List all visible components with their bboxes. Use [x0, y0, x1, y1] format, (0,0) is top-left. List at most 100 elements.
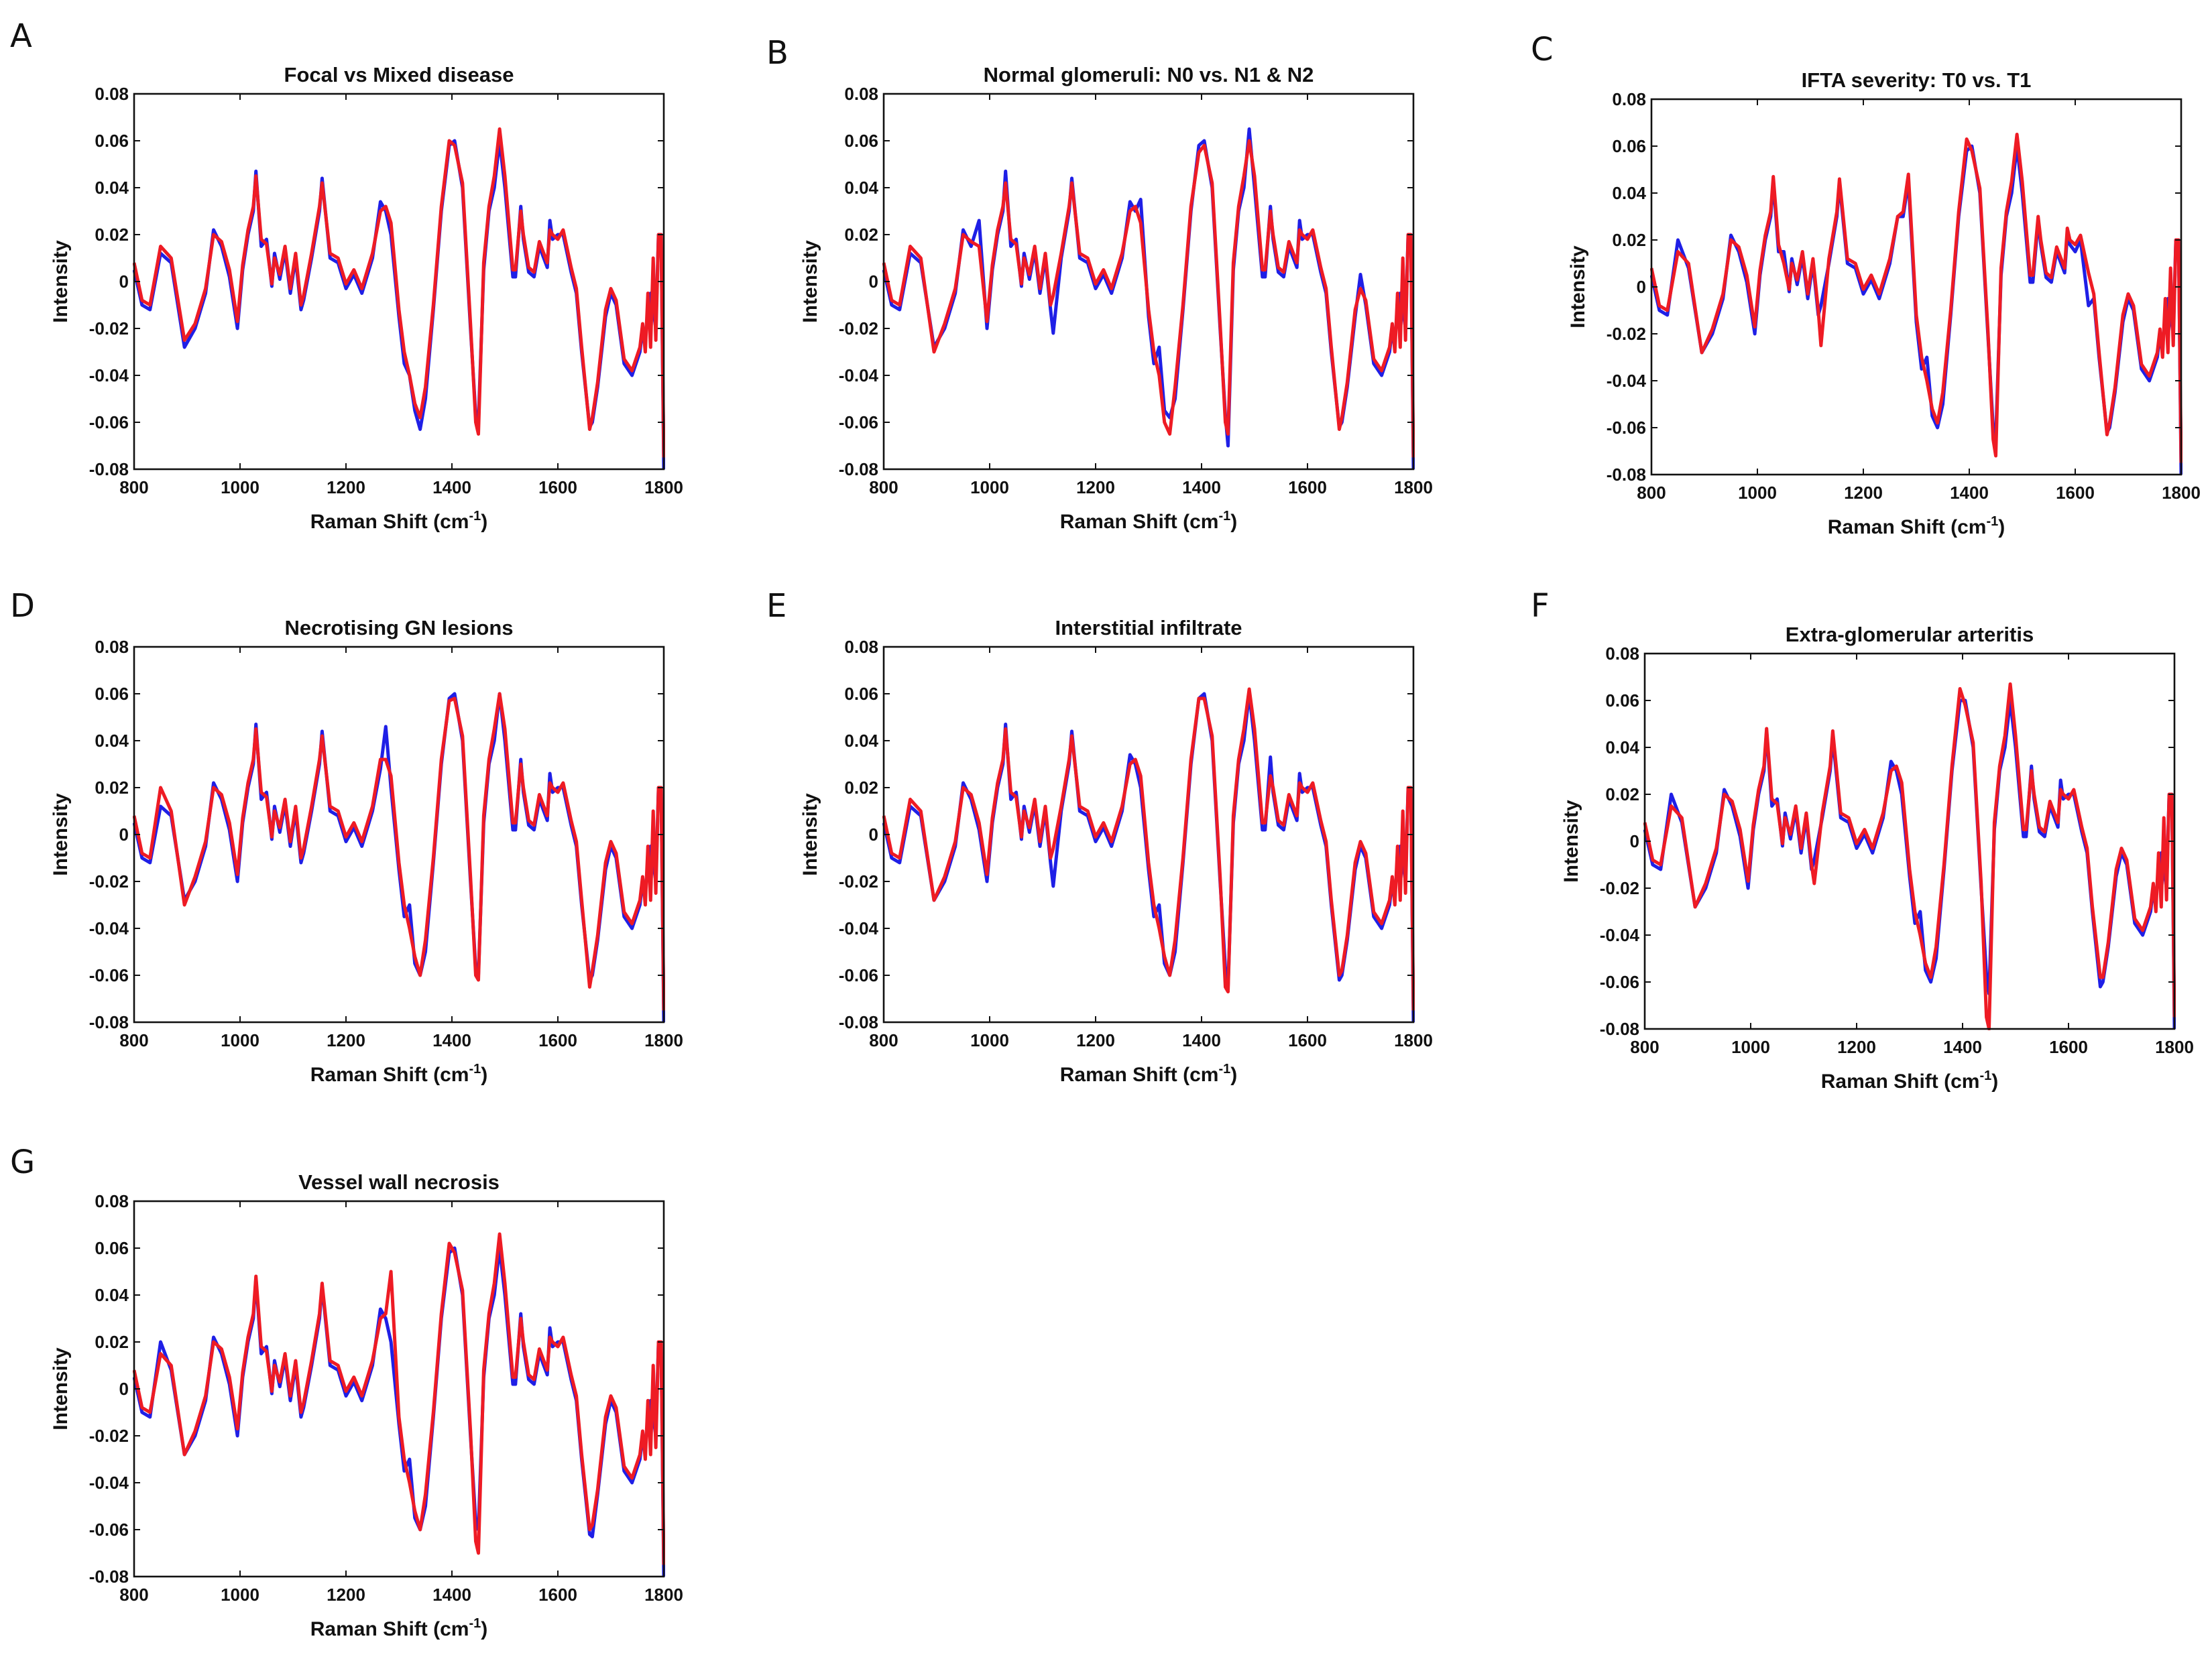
x-tick-label: 1000 — [221, 1030, 259, 1050]
x-axis-label-end: ) — [1998, 516, 2005, 538]
y-tick-label: -0.02 — [839, 318, 878, 339]
x-axis-label-end: ) — [1230, 1064, 1237, 1086]
chart-title: Focal vs Mixed disease — [284, 63, 514, 86]
x-axis-label-end: ) — [1991, 1070, 1998, 1093]
chart-panel-b: B Normal glomeruli: N0 vs. N1 & N2 800 1000… — [766, 34, 1433, 533]
y-tick-label: -0.04 — [89, 365, 129, 385]
x-axis-label-sup: -1 — [1979, 1068, 1991, 1083]
y-tick-label: 0.04 — [95, 731, 129, 751]
y-tick-label: 0 — [119, 1379, 129, 1399]
y-tick-label: -0.06 — [839, 412, 878, 432]
x-axis-label: Raman Shift (cm-1) — [1060, 1062, 1238, 1086]
x-axis-label-sup: -1 — [1986, 514, 1998, 529]
x-axis-label-sup: -1 — [1218, 1062, 1230, 1077]
x-tick-label: 800 — [1630, 1037, 1659, 1057]
y-tick-label: -0.08 — [89, 1567, 129, 1587]
x-axis-label-sup: -1 — [1218, 509, 1230, 524]
x-tick-label: 800 — [119, 1030, 148, 1050]
x-tick-label: 1000 — [221, 477, 259, 497]
y-tick-label: 0.04 — [95, 1285, 129, 1305]
y-tick-label: 0.02 — [1612, 230, 1646, 250]
y-tick-label: 0.06 — [844, 684, 878, 704]
x-axis-label: Raman Shift (cm-1) — [310, 1062, 488, 1086]
chart-panel-d: D Necrotising GN lesions 800 1000 1200 1400 16… — [10, 587, 683, 1086]
y-tick-label: -0.06 — [89, 1520, 129, 1540]
y-tick-label: 0.08 — [95, 84, 129, 104]
y-tick-label: -0.02 — [1607, 324, 1646, 344]
x-tick-label: 800 — [119, 477, 148, 497]
chart-panel-e: E Interstitial infiltrate 800 1000 1200 1400 1… — [766, 587, 1433, 1086]
series-line-red — [882, 687, 1415, 1011]
y-tick-label: -0.02 — [1600, 878, 1639, 898]
y-tick-label: -0.04 — [1607, 371, 1647, 391]
x-axis-label: Raman Shift (cm-1) — [1828, 514, 2005, 538]
y-tick-label: 0.08 — [95, 637, 129, 657]
chart-panel-g: G Vessel wall necrosis 800 1000 1200 1400 1600… — [10, 1144, 683, 1640]
x-axis-label-end: ) — [481, 1618, 487, 1640]
chart-panel-f: F Extra-glomerular arteritis 800 1000 1200 14… — [1531, 587, 2194, 1093]
y-axis-label: Intensity — [1560, 800, 1582, 883]
x-tick-label: 1000 — [970, 1030, 1009, 1050]
x-axis-label: Raman Shift (cm-1) — [1060, 509, 1238, 533]
y-tick-label: 0.02 — [844, 225, 878, 245]
chart-panel-a: A Focal vs Mixed disease 800 1000 1200 1400 16… — [10, 17, 683, 533]
panel-letter: C — [1531, 31, 1554, 68]
y-tick-label: 0.02 — [1605, 784, 1639, 804]
x-tick-label: 1400 — [1182, 1030, 1221, 1050]
y-tick-label: 0.06 — [844, 131, 878, 151]
y-tick-label: 0.06 — [95, 131, 129, 151]
x-tick-label: 800 — [119, 1585, 148, 1605]
chart-title: Vessel wall necrosis — [298, 1170, 500, 1194]
y-tick-label: 0 — [1637, 277, 1646, 297]
x-axis-label-main: Raman Shift (cm — [1060, 511, 1219, 533]
panel-letter: D — [10, 587, 35, 625]
y-axis-label: Intensity — [50, 240, 72, 323]
chart-title: IFTA severity: T0 vs. T1 — [1802, 68, 2032, 92]
chart-title: Extra-glomerular arteritis — [1786, 623, 2034, 646]
x-axis-label-sup: -1 — [469, 1616, 481, 1631]
y-axis-label: Intensity — [50, 1347, 72, 1430]
x-tick-label: 1600 — [538, 477, 577, 497]
x-tick-label: 1400 — [1950, 483, 1989, 503]
x-axis-label-main: Raman Shift (cm — [310, 1618, 469, 1640]
x-tick-label: 1800 — [2162, 483, 2201, 503]
x-tick-label: 1800 — [644, 477, 683, 497]
plot-frame — [133, 93, 665, 471]
chart-title: Normal glomeruli: N0 vs. N1 & N2 — [984, 63, 1314, 86]
y-tick-label: -0.04 — [89, 918, 129, 938]
y-tick-label: 0.04 — [95, 178, 129, 198]
x-tick-label: 800 — [1637, 483, 1666, 503]
series-line-red — [133, 692, 665, 1011]
y-tick-label: 0 — [119, 271, 129, 292]
x-axis-label-main: Raman Shift (cm — [310, 1064, 469, 1086]
y-tick-label: 0.04 — [1605, 737, 1639, 757]
x-tick-label: 1000 — [1738, 483, 1777, 503]
y-tick-label: 0.04 — [1612, 183, 1646, 203]
y-tick-label: -0.06 — [1607, 418, 1646, 438]
x-tick-label: 1600 — [2056, 483, 2095, 503]
x-axis-label: Raman Shift (cm-1) — [310, 1616, 488, 1640]
x-tick-label: 1800 — [644, 1030, 683, 1050]
y-tick-label: 0.08 — [95, 1191, 129, 1211]
series-line-red — [882, 139, 1415, 458]
series-line-red — [133, 127, 665, 458]
y-tick-label: -0.08 — [839, 1012, 878, 1032]
y-tick-label: -0.06 — [89, 965, 129, 985]
x-axis-label-sup: -1 — [469, 1062, 481, 1077]
x-tick-label: 1600 — [1288, 477, 1327, 497]
x-tick-label: 1400 — [432, 1585, 471, 1605]
x-tick-label: 1000 — [221, 1585, 259, 1605]
x-axis-label-end: ) — [481, 511, 487, 533]
x-tick-label: 1600 — [538, 1030, 577, 1050]
x-tick-label: 1200 — [327, 1585, 365, 1605]
x-tick-label: 1400 — [432, 477, 471, 497]
x-axis-label-main: Raman Shift (cm — [1821, 1070, 1980, 1093]
x-tick-label: 1200 — [327, 477, 365, 497]
x-tick-label: 1200 — [1844, 483, 1883, 503]
x-tick-label: 1800 — [2155, 1037, 2194, 1057]
plot-frame — [133, 646, 665, 1024]
y-tick-label: -0.02 — [89, 318, 129, 339]
x-axis-label-end: ) — [1230, 511, 1237, 533]
x-tick-label: 1200 — [327, 1030, 365, 1050]
y-tick-label: -0.08 — [839, 459, 878, 479]
